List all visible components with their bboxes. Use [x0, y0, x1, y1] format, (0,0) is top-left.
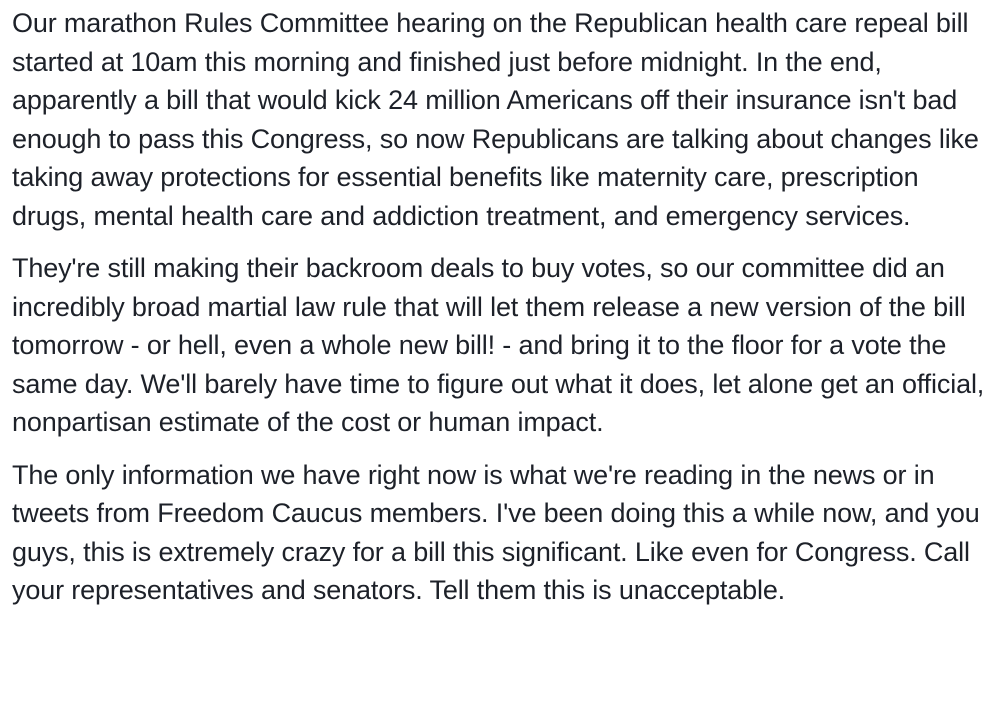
post-paragraph-3: The only information we have right now i…	[12, 459, 980, 606]
post-paragraph-2: They're still making their backroom deal…	[12, 253, 985, 437]
post-paragraph-1: Our marathon Rules Committee hearing on …	[12, 8, 979, 231]
